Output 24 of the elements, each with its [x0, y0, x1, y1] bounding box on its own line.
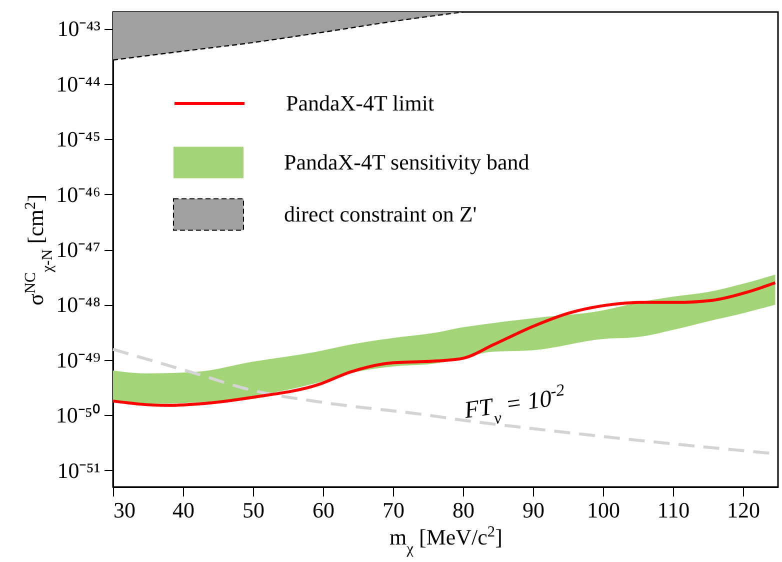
- legend-label: PandaX-4T sensitivity band: [284, 150, 530, 174]
- x-tick-label: 40: [172, 498, 194, 522]
- y-tick-label: 10⁻⁵¹: [57, 458, 100, 483]
- y-tick-label: 10⁻⁵⁰: [56, 402, 100, 428]
- legend-label: PandaX-4T limit: [286, 90, 434, 116]
- y-tick-label: 10⁻⁴³: [57, 16, 101, 42]
- legend-label: direct constraint on Z': [284, 202, 477, 226]
- x-tick-label: 60: [312, 498, 334, 522]
- x-tick-label: 100: [587, 498, 620, 522]
- x-tick-label: 30: [114, 498, 136, 522]
- y-tick-label: 10⁻⁴⁶: [56, 182, 100, 207]
- x-tick-label: 90: [522, 498, 544, 522]
- annotation: FT$_{ν}$ = 10$^{-2}$: [462, 380, 566, 428]
- y-tick-label: 10⁻⁴⁹: [56, 347, 101, 372]
- y-tick-label: 10⁻⁴⁴: [56, 71, 101, 96]
- y-tick-label: 10⁻⁴⁵: [56, 126, 100, 152]
- y-tick-label: 10⁻⁴⁷: [56, 237, 100, 262]
- y-tick-label: 10⁻⁴⁸: [56, 292, 100, 318]
- x-tick-label: 80: [452, 498, 474, 522]
- x-axis-title: m$_{χ}$ [MeV/c$^{2}$]: [390, 523, 502, 557]
- x-tick-label: 110: [657, 498, 690, 522]
- x-tick-label: 120: [727, 498, 760, 522]
- x-tick-label: 70: [382, 498, 404, 522]
- x-tick-label: 50: [242, 498, 264, 522]
